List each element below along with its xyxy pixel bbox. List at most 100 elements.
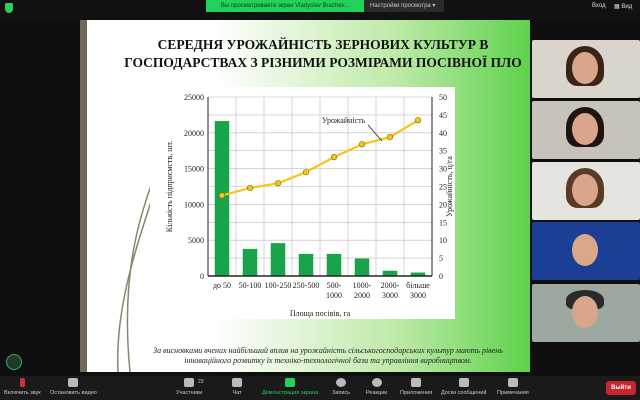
screen-share-banner: Вы просматриваете экран Vladyslav Brazhe…	[206, 0, 364, 12]
view-options-label: Настройки просмотра	[370, 3, 431, 9]
whiteboards-button[interactable]: Доски сообщений	[441, 378, 486, 396]
apps-icon	[411, 378, 422, 387]
chat-button[interactable]: Чат	[232, 378, 242, 396]
security-shield-icon[interactable]	[5, 3, 13, 13]
y-left-axis-label: Кількість підприємств, шт.	[165, 141, 174, 233]
x-tick-label: 500-	[327, 281, 342, 290]
x-tick-label: 50-100	[239, 281, 262, 290]
y-right-tick-label: 30	[439, 165, 447, 174]
notes-label: Примечания	[497, 390, 529, 396]
reactions-icon	[371, 378, 382, 387]
notes-icon	[507, 378, 518, 387]
x-axis-label: Площа посівів, га	[290, 309, 351, 318]
apps-button[interactable]: Приложения	[400, 378, 432, 396]
bar	[242, 248, 258, 277]
y-left-tick-label: 15000	[184, 165, 204, 174]
y-right-tick-label: 35	[439, 147, 447, 156]
y-right-tick-label: 15	[439, 218, 447, 227]
top-bar: Вы просматриваете экран Vladyslav Brazhe…	[0, 0, 640, 20]
x-tick-label: 1000-	[353, 281, 372, 290]
yield-point	[274, 180, 282, 187]
stop-video-label: Остановить видео	[50, 390, 97, 396]
unmute-label: Включить звук	[4, 390, 41, 396]
chat-label: Чат	[232, 390, 242, 396]
title-line-1: СЕРЕДНЯ УРОЖАЙНІСТЬ ЗЕРНОВИХ КУЛЬТУР В	[157, 37, 489, 52]
series-label-pointer	[367, 124, 383, 142]
y-left-tick-label: 0	[200, 272, 204, 281]
yield-point	[386, 133, 394, 141]
annotate-pen-icon[interactable]	[6, 354, 22, 370]
yield-point	[330, 154, 338, 161]
y-right-tick-label: 5	[439, 254, 443, 263]
y-right-tick-label: 10	[439, 236, 447, 245]
unmute-button[interactable]: Включить звук	[4, 378, 41, 396]
bar	[354, 258, 370, 277]
yield-point	[358, 141, 366, 148]
chart-container: 0 5 10 15 20 25 30 35 40 45 50 0 5000 10000 15000 20000…	[150, 87, 455, 319]
bar	[298, 253, 314, 277]
y-right-tick-label: 0	[439, 272, 443, 281]
whiteboard-icon	[458, 378, 469, 387]
record-button[interactable]: Запись	[332, 378, 350, 396]
participants-button[interactable]: Участники	[176, 378, 202, 396]
slide-caption: За висновками вчених найбільший вплив на…	[108, 346, 548, 366]
bar	[326, 253, 342, 277]
view-button[interactable]: ▦ Вид	[614, 4, 633, 10]
x-tick-label: 3000	[410, 291, 426, 300]
reactions-button[interactable]: Реакции	[366, 378, 387, 396]
yield-line	[221, 119, 419, 197]
x-tick-label: 2000	[354, 291, 370, 300]
caption-line-1: За висновками вчених найбільший вплив на…	[153, 346, 503, 355]
series-label: Урожайність	[322, 116, 366, 125]
caption-line-2: інноваційного розвитку їх техніко-технол…	[184, 356, 472, 365]
y-right-tick-label: 40	[439, 129, 447, 138]
y-left-tick-label: 10000	[184, 200, 204, 209]
participants-label: Участники	[176, 390, 203, 396]
stop-video-button[interactable]: Остановить видео	[50, 378, 97, 396]
slide-title: СЕРЕДНЯ УРОЖАЙНІСТЬ ЗЕРНОВИХ КУЛЬТУР В ГО…	[88, 36, 558, 72]
bar	[214, 121, 230, 277]
chart: 0 5 10 15 20 25 30 35 40 45 50 0 5000 10000 15000 20000…	[165, 93, 454, 318]
share-screen-label: Демонстрация экрана	[262, 390, 319, 396]
title-line-2: ГОСПОДАРСТВАХ З РІЗНИМИ РОЗМІРАМИ ПОСІВН…	[124, 55, 522, 70]
y-right-tick-label: 45	[439, 111, 447, 120]
participant-video-4[interactable]	[532, 222, 640, 280]
muted-mic-icon	[19, 378, 25, 387]
meeting-toolbar: Включить звук Остановить видео Участники…	[0, 376, 640, 400]
share-screen-icon	[285, 378, 296, 387]
y-right-axis-label: Урожайність, ц/га	[445, 156, 454, 217]
shared-slide: СЕРЕДНЯ УРОЖАЙНІСТЬ ЗЕРНОВИХ КУЛЬТУР В ГО…	[80, 20, 530, 372]
x-tick-label: 2000-	[381, 281, 400, 290]
participant-video-3[interactable]	[532, 162, 640, 220]
yield-point	[218, 192, 226, 199]
y-left-tick-label: 25000	[184, 93, 204, 102]
reactions-label: Реакции	[366, 390, 388, 396]
x-tick-label: 250-500	[293, 281, 320, 290]
yield-point	[302, 169, 310, 176]
participant-video-1[interactable]	[532, 40, 640, 98]
record-label: Запись	[332, 390, 351, 396]
x-tick-label: 1000	[326, 291, 342, 300]
participant-video-2[interactable]	[532, 101, 640, 159]
apps-label: Приложения	[400, 390, 433, 396]
notes-button[interactable]: Примечания	[497, 378, 529, 396]
view-label: Вид	[621, 4, 633, 10]
login-link[interactable]: Вход	[592, 3, 606, 9]
leave-button[interactable]: Выйти	[606, 381, 636, 395]
y-right-tick-label: 25	[439, 183, 447, 192]
participant-video-5[interactable]	[532, 284, 640, 342]
view-options-dropdown[interactable]: Настройки просмотра ▾	[364, 0, 444, 12]
bar	[382, 270, 398, 277]
share-screen-button[interactable]: Демонстрация экрана	[262, 378, 318, 396]
x-tick-label: більше	[406, 281, 430, 290]
y-right-tick-label: 50	[439, 93, 447, 102]
y-left-tick-label: 20000	[184, 129, 204, 138]
yield-point	[414, 117, 422, 124]
participants-count: 23	[198, 379, 204, 385]
x-tick-label: 3000	[382, 291, 398, 300]
y-right-tick-label: 20	[439, 200, 447, 209]
x-tick-label: 100-250	[265, 281, 292, 290]
participants-icon	[184, 378, 195, 387]
video-camera-icon	[68, 378, 79, 387]
whiteboards-label: Доски сообщений	[441, 390, 487, 396]
